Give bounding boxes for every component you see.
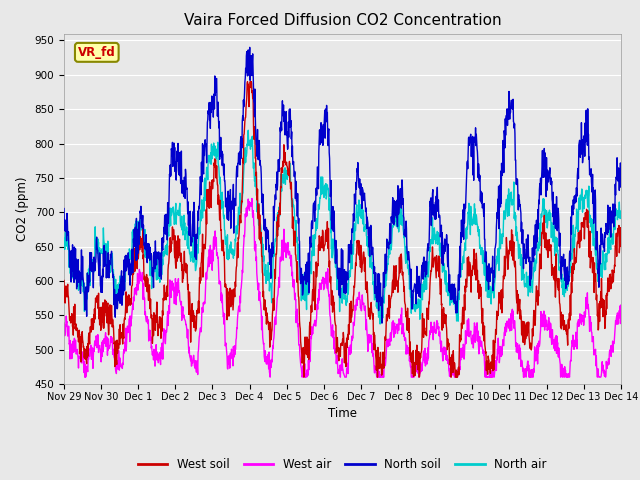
- Title: Vaira Forced Diffusion CO2 Concentration: Vaira Forced Diffusion CO2 Concentration: [184, 13, 501, 28]
- Text: VR_fd: VR_fd: [78, 46, 116, 59]
- Legend: West soil, West air, North soil, North air: West soil, West air, North soil, North a…: [133, 454, 552, 476]
- Y-axis label: CO2 (ppm): CO2 (ppm): [16, 177, 29, 241]
- X-axis label: Time: Time: [328, 407, 357, 420]
